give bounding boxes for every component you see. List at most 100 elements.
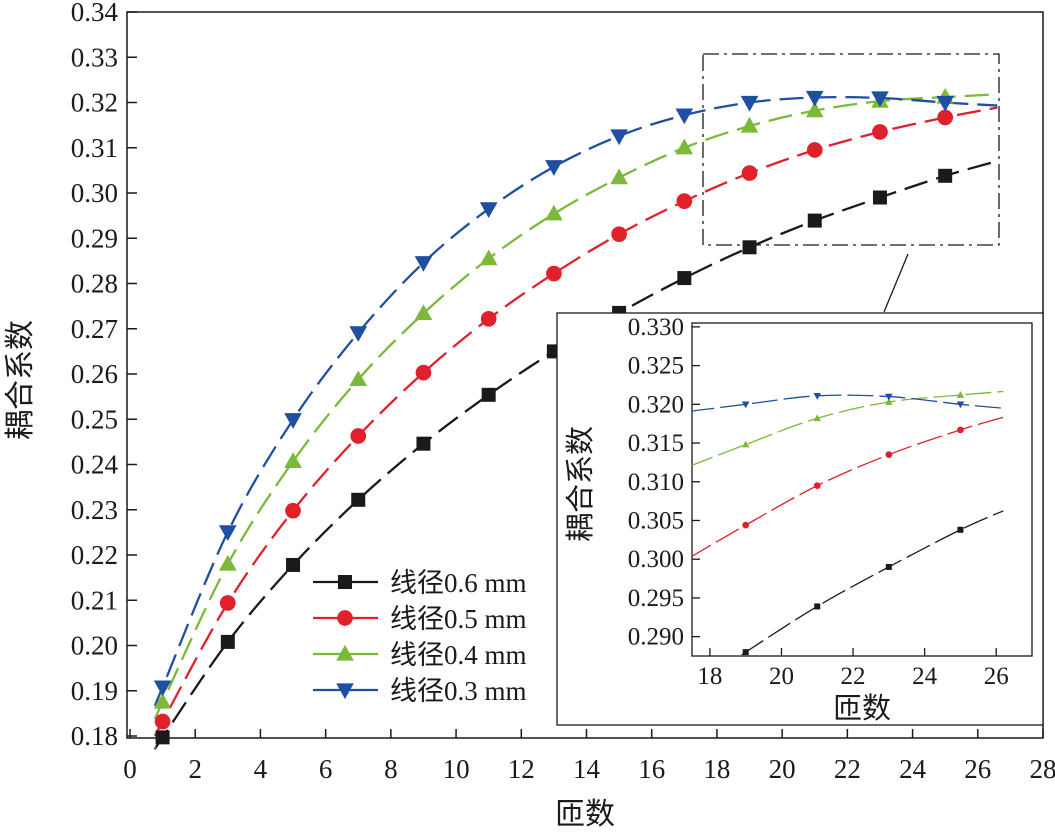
main-y-tick-label: 0.24 xyxy=(71,450,119,480)
inset-plot: 18 20 22 24 26 0.290 0.295 0.300 0.305 0.310 0.31… xyxy=(556,312,1044,726)
inset-series-point xyxy=(956,391,965,398)
legend-label: 线径0.3 mm xyxy=(390,676,527,706)
series-point xyxy=(610,129,628,146)
series-point xyxy=(807,213,822,228)
main-y-axis-title: 耦合系数 xyxy=(4,320,37,440)
inset-y-tick-label: 0.310 xyxy=(628,469,684,496)
series-line xyxy=(154,159,998,750)
inset-x-axis-title: 匝数 xyxy=(833,692,891,725)
inset-series-point xyxy=(814,603,821,610)
series-point xyxy=(349,370,368,387)
inset-x-ticks: 18 20 22 24 26 xyxy=(697,648,1009,690)
series-point xyxy=(740,116,759,133)
inset-markers xyxy=(741,391,965,656)
inset-series-point xyxy=(885,398,893,405)
series-point xyxy=(740,95,759,112)
series-point xyxy=(938,168,953,183)
inset-x-tick-label: 24 xyxy=(912,663,938,690)
series-point xyxy=(479,249,498,266)
series-point xyxy=(219,554,237,571)
main-x-tick-label: 8 xyxy=(384,754,398,784)
series-point xyxy=(153,680,172,697)
inset-x-tick-label: 22 xyxy=(841,663,866,690)
inset-series-point xyxy=(813,482,821,489)
series-point xyxy=(937,109,954,126)
inset-series-point xyxy=(885,451,893,459)
series-point xyxy=(872,124,888,140)
main-x-tick-label: 26 xyxy=(964,754,991,784)
inset-series-point xyxy=(813,392,822,400)
series-point xyxy=(546,265,562,282)
series-point xyxy=(610,168,628,185)
main-y-tick-label: 0.29 xyxy=(71,223,118,253)
zoom-indicator xyxy=(702,53,1000,313)
series-point xyxy=(676,193,693,209)
main-y-tick-label: 0.34 xyxy=(71,0,119,27)
main-curves xyxy=(154,93,998,750)
main-y-tick-label: 0.28 xyxy=(71,269,118,299)
main-x-tick-label: 16 xyxy=(638,754,665,784)
main-x-tick-label: 14 xyxy=(573,754,601,784)
main-y-tick-label: 0.18 xyxy=(71,721,118,751)
series-point xyxy=(805,90,824,107)
series-point xyxy=(220,634,235,649)
main-y-tick-label: 0.31 xyxy=(71,133,118,163)
inset-series-point xyxy=(741,440,750,448)
series-point xyxy=(806,142,823,158)
series-point xyxy=(675,108,694,125)
inset-series-point xyxy=(956,401,965,409)
inset-y-tick-label: 0.315 xyxy=(628,430,684,457)
series-point xyxy=(480,310,497,327)
inset-series-point xyxy=(885,563,892,570)
inset-plot-frame xyxy=(691,322,1033,657)
series-point xyxy=(871,91,889,108)
inset-series-point xyxy=(742,649,749,656)
main-y-ticks: 0.18 0.19 0.20 0.21 0.22 0.23 0.24 0.25 0.26 0.27… xyxy=(71,0,137,751)
series-point xyxy=(742,240,757,255)
main-y-tick-label: 0.22 xyxy=(71,540,118,570)
inset-series-point xyxy=(742,521,750,529)
series-line xyxy=(154,95,998,707)
series-point xyxy=(351,492,366,507)
main-x-tick-label: 0 xyxy=(123,754,137,784)
series-point xyxy=(416,436,431,451)
zoom-connector xyxy=(883,253,909,313)
legend-marker xyxy=(338,575,352,589)
inset-series-point xyxy=(957,426,964,434)
series-point xyxy=(481,387,496,402)
main-x-tick-label: 20 xyxy=(769,754,796,784)
series-point xyxy=(153,692,172,709)
inset-x-tick-label: 20 xyxy=(769,663,794,690)
main-y-tick-label: 0.23 xyxy=(71,495,118,525)
series-line xyxy=(154,106,998,737)
main-x-tick-label: 10 xyxy=(443,754,470,784)
zoom-box xyxy=(702,53,1000,246)
inset-y-tick-label: 0.300 xyxy=(628,546,684,573)
main-y-tick-label: 0.20 xyxy=(71,631,118,661)
series-point xyxy=(414,304,433,320)
main-y-tick-label: 0.19 xyxy=(71,676,118,706)
legend-marker xyxy=(337,610,353,626)
inset-y-tick-label: 0.330 xyxy=(628,314,684,341)
series-point xyxy=(545,204,563,221)
main-x-ticks: 0 2 4 6 8 10 12 14 16 18 20 22 24 26 28 xyxy=(123,729,1055,784)
main-y-tick-label: 0.26 xyxy=(71,359,118,389)
main-y-tick-label: 0.30 xyxy=(71,178,118,208)
series-point xyxy=(741,165,758,181)
main-y-tick-label: 0.33 xyxy=(71,42,118,72)
inset-y-tick-label: 0.320 xyxy=(628,391,684,418)
legend-label: 线径0.5 mm xyxy=(390,604,527,634)
inset-series-line xyxy=(692,390,1004,467)
legend-label: 线径0.4 mm xyxy=(390,640,527,670)
inset-series-point xyxy=(885,393,893,401)
inset-y-axis-title: 耦合系数 xyxy=(564,426,597,542)
series-point xyxy=(479,202,498,218)
main-y-tick-label: 0.32 xyxy=(71,88,118,118)
series-point xyxy=(677,271,692,286)
series-point xyxy=(154,713,171,730)
series-line xyxy=(154,93,998,720)
inset-y-tick-label: 0.295 xyxy=(628,585,684,612)
main-x-tick-label: 4 xyxy=(254,754,268,784)
main-x-tick-label: 2 xyxy=(188,754,202,784)
